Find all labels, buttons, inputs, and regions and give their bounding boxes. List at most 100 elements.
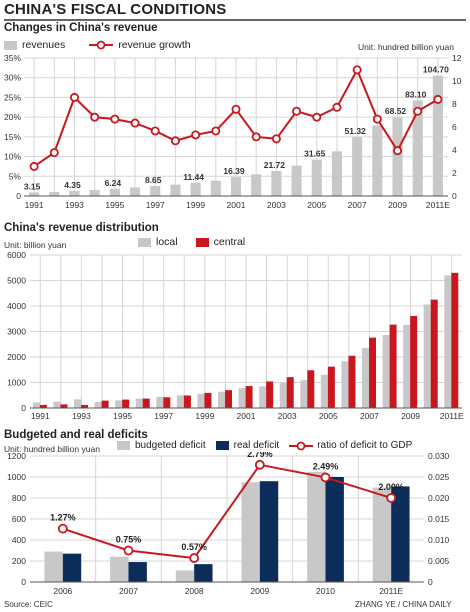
central-bar (39, 404, 47, 408)
local-bar (74, 399, 82, 408)
legend-swatch-local (138, 237, 151, 247)
ratio-label: 2.00% (378, 482, 404, 492)
central-bar (286, 377, 294, 408)
legend-label-real: real deficit (233, 440, 280, 451)
y-tick-left: 0 (16, 191, 21, 201)
y-tick: 0 (21, 403, 26, 413)
local-bar (259, 386, 267, 408)
central-bar (101, 400, 109, 408)
revenue-label: 31.65 (304, 149, 326, 159)
growth-point (312, 112, 322, 122)
real-bar (194, 564, 213, 582)
x-tick: 1999 (186, 200, 205, 210)
ratio-label: 0.75% (116, 535, 142, 545)
x-tick: 2005 (307, 200, 326, 210)
growth-point (413, 106, 423, 116)
central-bar (225, 390, 233, 408)
revenue-bar (271, 171, 282, 196)
central-bar (204, 392, 212, 408)
central-bar (369, 337, 377, 408)
central-bar (307, 370, 315, 408)
y-tick-right: 12 (452, 54, 462, 63)
local-bar (135, 398, 143, 408)
revenue-bar (170, 184, 181, 196)
chart2-legend: local central (138, 236, 255, 248)
revenue-label: 3.15 (24, 181, 41, 191)
x-tick: 2011E (440, 411, 464, 420)
ratio-point (123, 545, 134, 556)
local-bar (53, 401, 61, 408)
y-tick-left: 25% (4, 92, 21, 102)
x-tick: 1995 (113, 411, 132, 420)
local-bar (300, 380, 308, 408)
x-tick: 1995 (105, 200, 124, 210)
x-tick: 1993 (65, 200, 84, 210)
revenue-bar (109, 188, 120, 196)
legend-swatch-ratio (289, 441, 314, 450)
revenue-label: 4.35 (64, 180, 81, 190)
revenue-label: 11.44 (183, 172, 204, 182)
y-tick: 2000 (7, 352, 26, 362)
y-tick-right: 0.005 (428, 556, 450, 566)
y-tick-right: 0.030 (428, 452, 450, 461)
legend-label-local: local (156, 236, 178, 248)
growth-point (191, 130, 201, 140)
local-bar (156, 396, 164, 408)
real-bar (62, 553, 82, 582)
x-tick: 1991 (25, 200, 44, 210)
central-bar (60, 404, 68, 408)
revenue-bar (29, 192, 40, 196)
revenue-bar (352, 136, 363, 196)
local-bar (176, 395, 184, 408)
budgeted-bar (372, 487, 392, 582)
y-tick: 1000 (7, 378, 26, 388)
y-tick-left: 600 (12, 514, 26, 524)
revenue-bar (130, 187, 141, 196)
budgeted-bar (241, 482, 260, 582)
growth-point (352, 65, 362, 75)
chart1-legend: revenues revenue growth (4, 39, 201, 51)
real-bar (128, 562, 147, 582)
ratio-point (386, 493, 397, 503)
local-bar (403, 324, 411, 408)
local-bar (115, 400, 123, 408)
x-tick: 1997 (146, 200, 165, 210)
chart2-title: China's revenue distribution (4, 222, 159, 234)
revenue-bar (412, 100, 423, 196)
chart3-unit: Unit: hundred billion yuan (4, 444, 100, 454)
x-tick: 2003 (278, 411, 297, 420)
page-title: CHINA'S FISCAL CONDITIONS (4, 1, 227, 18)
growth-point (110, 114, 120, 124)
central-bar (327, 366, 335, 408)
revenue-label: 8.65 (145, 175, 162, 185)
revenue-label: 16.39 (223, 166, 245, 176)
ratio-point (57, 523, 68, 534)
ratio-point (189, 553, 200, 563)
y-tick-left: 1000 (7, 472, 26, 482)
x-tick: 1997 (154, 411, 173, 420)
central-bar (451, 272, 459, 408)
x-tick: 2009 (250, 586, 269, 596)
local-bar (94, 402, 102, 408)
y-tick-right: 0.020 (428, 493, 450, 503)
local-bar (279, 383, 287, 408)
growth-point (271, 134, 281, 144)
title-divider (4, 19, 466, 21)
y-tick: 4000 (7, 301, 26, 311)
chart3-title: Budgeted and real deficits (4, 429, 148, 441)
y-tick-left: 400 (12, 535, 26, 545)
x-tick: 2001 (227, 200, 246, 210)
y-tick-right: 4 (452, 145, 457, 155)
growth-point (49, 148, 59, 158)
central-bar (410, 315, 418, 408)
local-bar (32, 402, 40, 408)
growth-point (150, 126, 160, 136)
x-tick: 2007 (119, 586, 138, 596)
local-bar (197, 393, 205, 408)
growth-point (29, 161, 39, 171)
ratio-label: 2.49% (313, 461, 339, 471)
y-tick-left: 0 (21, 577, 26, 587)
local-bar (218, 391, 226, 408)
ratio-line (62, 463, 392, 560)
growth-point (69, 92, 79, 102)
